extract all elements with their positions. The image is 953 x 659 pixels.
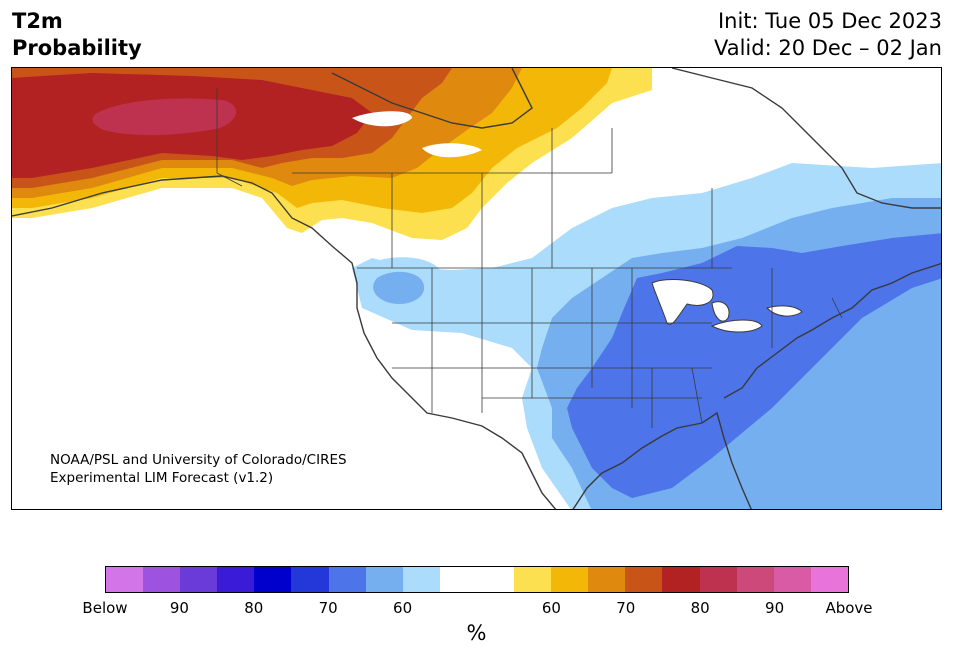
colorbar-tick-label: 60 xyxy=(541,599,561,617)
colorbar-segment xyxy=(699,567,737,592)
title-line-1: T2m xyxy=(12,9,63,33)
warm-85-region xyxy=(92,98,237,136)
colorbar-segment xyxy=(662,567,700,592)
colorbar-segment xyxy=(217,567,255,592)
colorbar-segment xyxy=(180,567,218,592)
colorbar-tick-label: Below xyxy=(82,599,128,617)
colorbar xyxy=(105,566,849,593)
colorbar-segment xyxy=(514,567,552,592)
colorbar-tick-label: 90 xyxy=(765,599,785,617)
init-date: Init: Tue 05 Dec 2023 xyxy=(717,9,942,33)
colorbar-segment xyxy=(328,567,366,592)
great-lakes xyxy=(651,278,803,333)
colorbar-segment xyxy=(439,567,477,592)
forecast-dates: Init: Tue 05 Dec 2023 Valid: 20 Dec – 02… xyxy=(714,8,942,62)
colorbar-segment xyxy=(291,567,329,592)
colorbar-segment xyxy=(106,567,144,592)
colorbar-segment xyxy=(773,567,811,592)
colorbar-segment xyxy=(736,567,774,592)
hudson-bay-water xyxy=(352,111,482,158)
colorbar-segment xyxy=(551,567,589,592)
political-borders xyxy=(216,88,843,428)
colorbar-segment xyxy=(254,567,292,592)
colorbar-unit-label: % xyxy=(466,621,487,645)
colorbar-ticks: Below 90 80 70 60 60 70 80 90 Above xyxy=(82,593,872,617)
colorbar-segment xyxy=(143,567,181,592)
map-title: T2m Probability xyxy=(12,8,142,62)
colorbar-segment xyxy=(365,567,403,592)
colorbar-segment xyxy=(588,567,626,592)
colorbar-tick-label: Above xyxy=(825,599,873,617)
credit-line-1: NOAA/PSL and University of Colorado/CIRE… xyxy=(50,452,347,468)
title-line-2: Probability xyxy=(12,36,142,60)
colorbar-tick-label: 60 xyxy=(393,599,413,617)
credit-text: NOAA/PSL and University of Colorado/CIRE… xyxy=(50,451,347,487)
credit-line-2: Experimental LIM Forecast (v1.2) xyxy=(50,470,274,486)
colorbar-tick-label: 80 xyxy=(690,599,710,617)
colorbar-tick-label: 70 xyxy=(616,599,636,617)
colorbar-segment xyxy=(810,567,848,592)
colorbar-segment xyxy=(402,567,440,592)
valid-period: Valid: 20 Dec – 02 Jan xyxy=(713,36,942,60)
colorbar-tick-label: 70 xyxy=(318,599,338,617)
colorbar-tick-label: 80 xyxy=(244,599,264,617)
coastline xyxy=(12,68,941,509)
colorbar-tick-label: 90 xyxy=(169,599,189,617)
map-panel: NOAA/PSL and University of Colorado/CIRE… xyxy=(11,67,942,510)
forecast-map xyxy=(12,68,941,509)
colorbar-segment xyxy=(625,567,663,592)
cold-65-west-patch xyxy=(373,271,425,305)
colorbar-segment xyxy=(476,567,515,592)
